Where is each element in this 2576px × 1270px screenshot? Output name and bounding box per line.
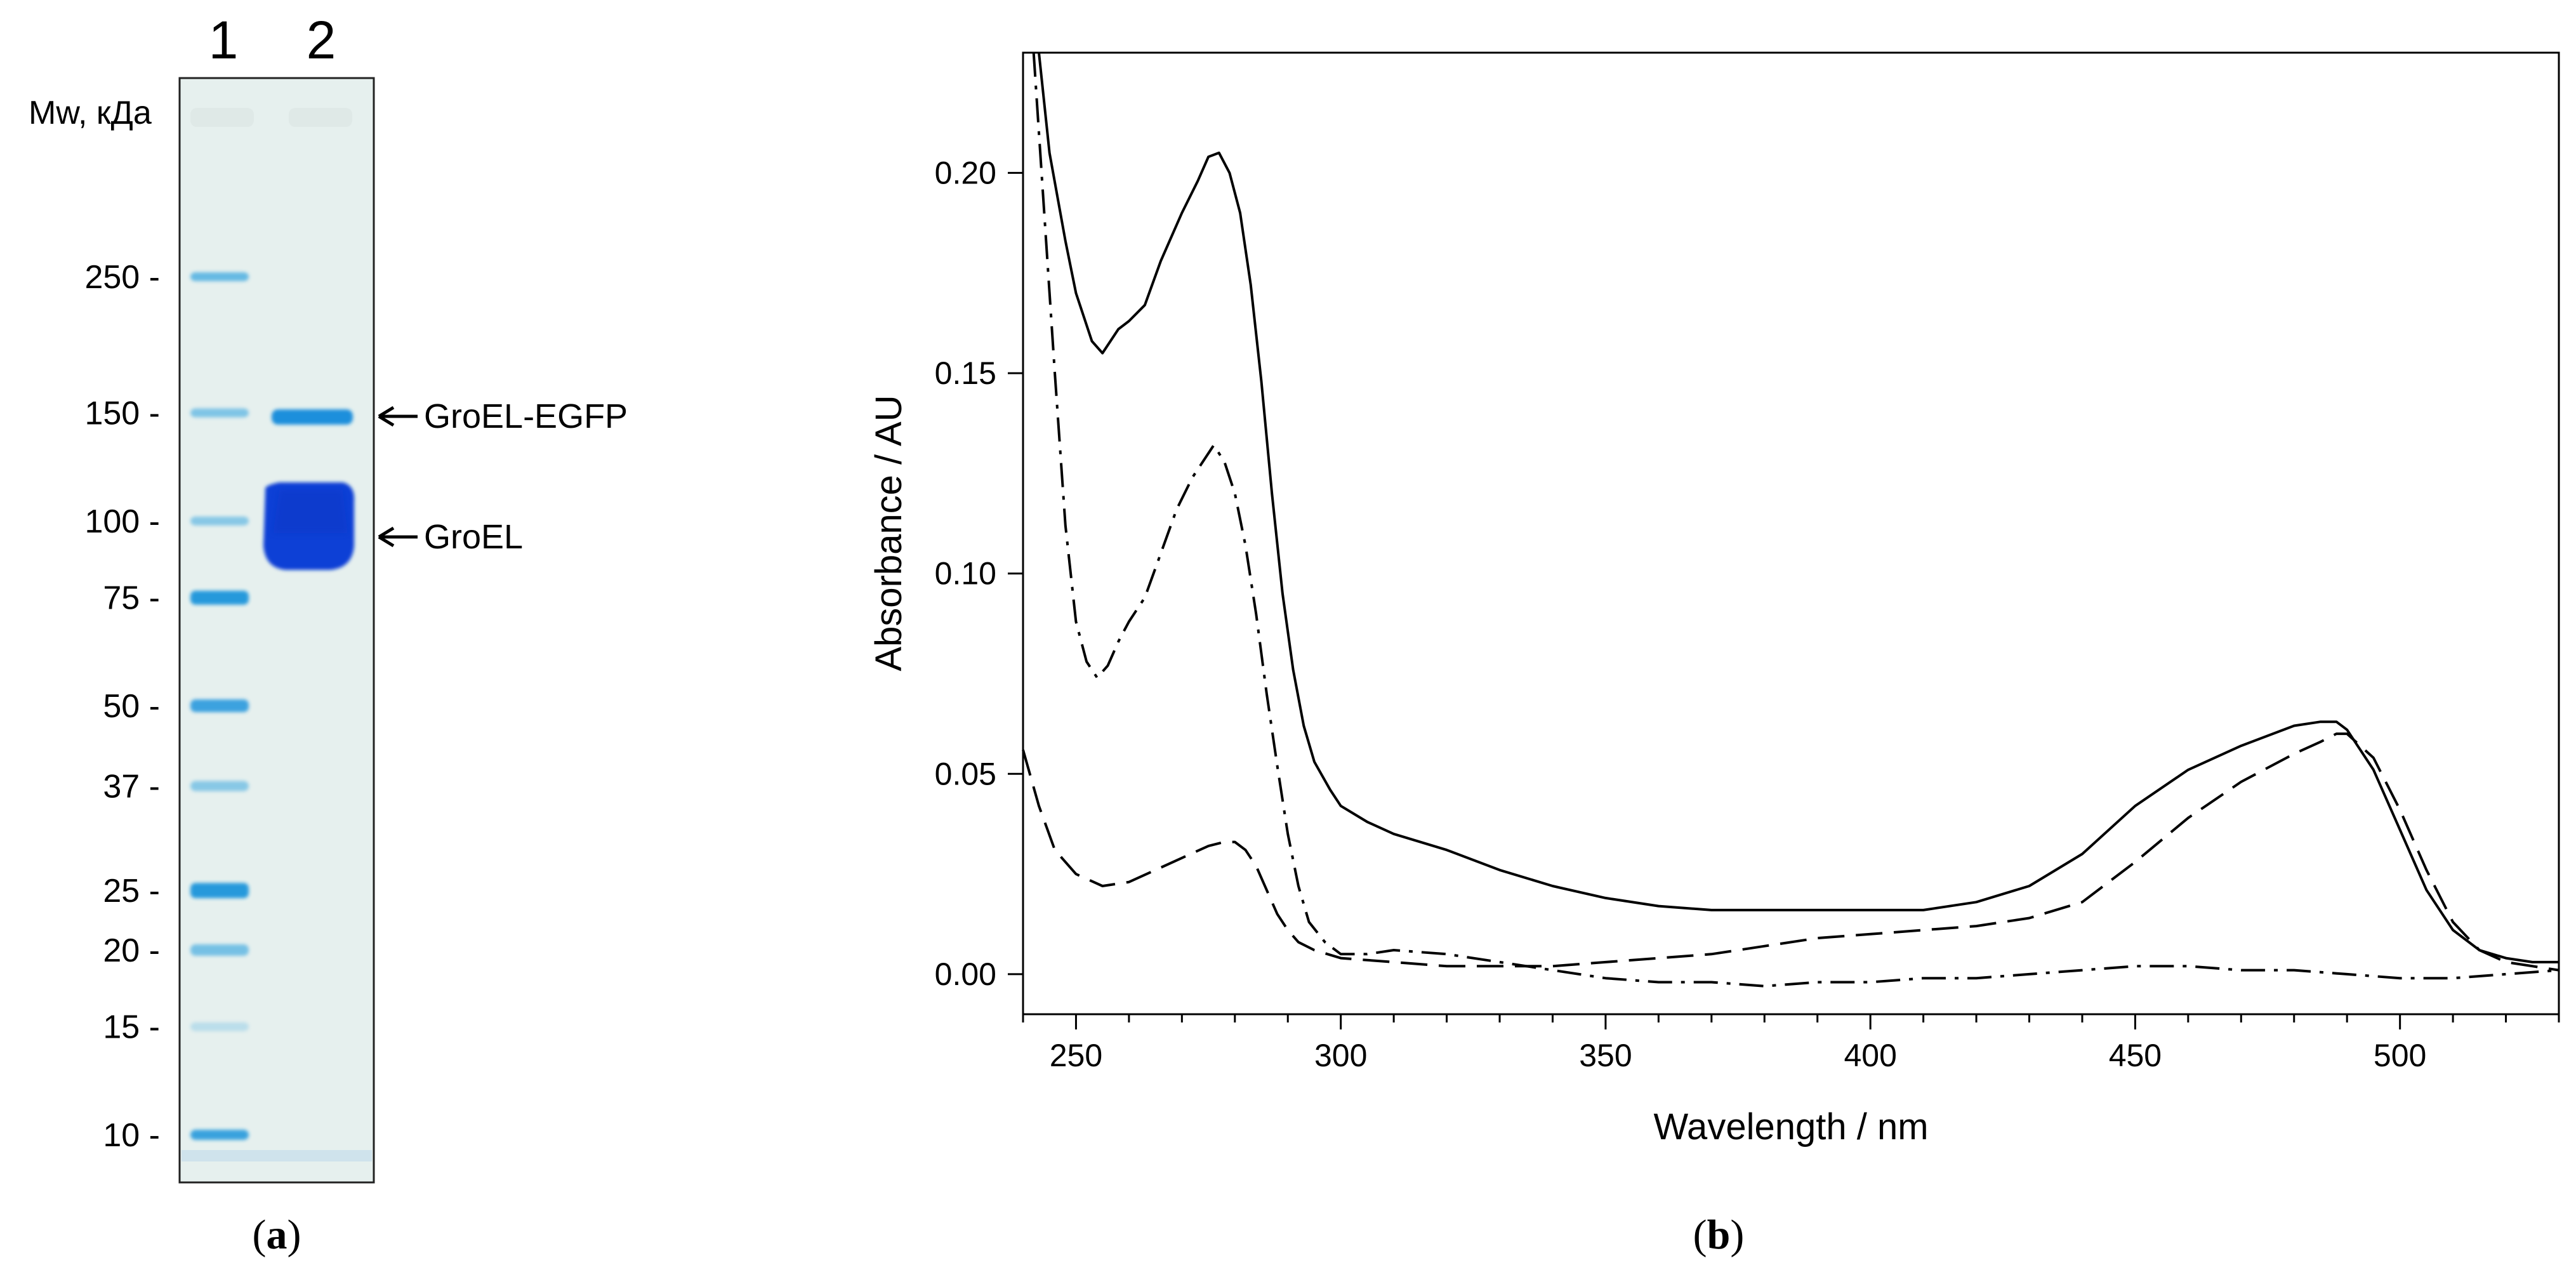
y-tick-label-0.10: 0.10 xyxy=(935,556,996,592)
marker-label-20: 20 - xyxy=(103,932,160,969)
annotation-groel-egfp: GroEL-EGFP xyxy=(378,397,628,435)
y-axis: 0.00 0.05 0.10 0.15 0.20 xyxy=(935,155,1023,992)
gel-slab xyxy=(178,77,375,1184)
x-tick-400: 400 xyxy=(1844,1014,1897,1073)
ladder-band-20 xyxy=(190,944,249,956)
panel-b: 250 300 350 400 450 500 0.00 0.05 0.10 0… xyxy=(868,51,2560,1258)
y-tick-label-0.05: 0.05 xyxy=(935,756,996,791)
band-groel-egfp xyxy=(272,409,353,425)
plot-area xyxy=(1022,51,2560,1015)
marker-label-15: 15 - xyxy=(103,1009,160,1046)
well-lane-1 xyxy=(190,108,254,127)
caption-b: (b) xyxy=(1693,1212,1745,1258)
lane-label-1: 1 xyxy=(209,10,239,70)
band-groel-core xyxy=(273,490,348,533)
ladder-band-250 xyxy=(190,272,249,281)
x-tick-350: 350 xyxy=(1579,1014,1632,1073)
marker-label-25: 25 - xyxy=(103,873,160,910)
y-tick-0.20: 0.20 xyxy=(935,155,1023,190)
well-lane-2 xyxy=(289,108,352,127)
x-tick-label-350: 350 xyxy=(1579,1038,1632,1073)
x-tick-500: 500 xyxy=(2374,1014,2426,1073)
x-axis-title: Wavelength / nm xyxy=(1653,1106,1928,1148)
ladder-band-25 xyxy=(190,883,249,899)
y-axis-title: Absorbance / AU xyxy=(868,395,909,671)
y-tick-0.15: 0.15 xyxy=(935,355,1023,391)
arrow-left-icon xyxy=(378,406,395,427)
y-tick-0.00: 0.00 xyxy=(935,956,1023,992)
y-tick-0.05: 0.05 xyxy=(935,756,1023,791)
marker-label-10: 10 - xyxy=(103,1117,160,1154)
lane-label-2: 2 xyxy=(307,10,336,70)
y-tick-label-0.00: 0.00 xyxy=(935,956,996,992)
y-tick-label-0.15: 0.15 xyxy=(935,355,996,391)
arrow-left-icon xyxy=(378,526,395,548)
ladder-band-50 xyxy=(190,699,249,712)
x-minor-ticks xyxy=(1022,1014,2560,1022)
panel-a: Mw, кДа 1 2 250 - 150 - 100 - 75 - 50 - … xyxy=(29,10,628,1258)
ladder-band-37 xyxy=(190,781,249,791)
series-line-dash-dot xyxy=(1032,52,2559,988)
marker-label-75: 75 - xyxy=(103,580,160,617)
x-tick-label-300: 300 xyxy=(1314,1038,1367,1073)
marker-label-100: 100 - xyxy=(84,503,160,540)
x-tick-label-450: 450 xyxy=(2109,1038,2162,1073)
mw-axis-label: Mw, кДа xyxy=(29,95,152,131)
x-tick-label-500: 500 xyxy=(2374,1038,2426,1073)
caption-a: (a) xyxy=(253,1212,301,1258)
x-tick-300: 300 xyxy=(1314,1014,1367,1073)
ladder-band-15 xyxy=(190,1022,249,1031)
marker-label-50: 50 - xyxy=(103,688,160,725)
ladder-band-75 xyxy=(190,590,249,605)
dye-front xyxy=(182,1150,372,1161)
ladder-band-150 xyxy=(190,408,249,418)
series-group xyxy=(1022,52,2559,988)
ladder-band-10 xyxy=(190,1130,249,1140)
series-line-dashed xyxy=(1022,732,2559,972)
label-groel: GroEL xyxy=(424,518,523,556)
label-groel-egfp: GroEL-EGFP xyxy=(424,397,628,435)
marker-labels: 250 - 150 - 100 - 75 - 50 - 37 - 25 - 20… xyxy=(84,259,160,1154)
y-tick-0.10: 0.10 xyxy=(935,556,1023,592)
annotation-groel: GroEL xyxy=(378,518,523,556)
ladder-bands xyxy=(190,272,249,1140)
marker-label-37: 37 - xyxy=(103,768,160,805)
x-tick-label-400: 400 xyxy=(1844,1038,1896,1073)
x-axis: 250 300 350 400 450 500 xyxy=(1050,1014,2426,1073)
series-line-solid xyxy=(1038,52,2559,963)
ladder-band-100 xyxy=(190,516,249,526)
x-tick-250: 250 xyxy=(1050,1014,1102,1073)
y-tick-label-0.20: 0.20 xyxy=(935,155,996,190)
x-tick-label-250: 250 xyxy=(1050,1038,1102,1073)
marker-label-250: 250 - xyxy=(84,259,160,296)
marker-label-150: 150 - xyxy=(84,395,160,432)
x-tick-450: 450 xyxy=(2109,1014,2162,1073)
